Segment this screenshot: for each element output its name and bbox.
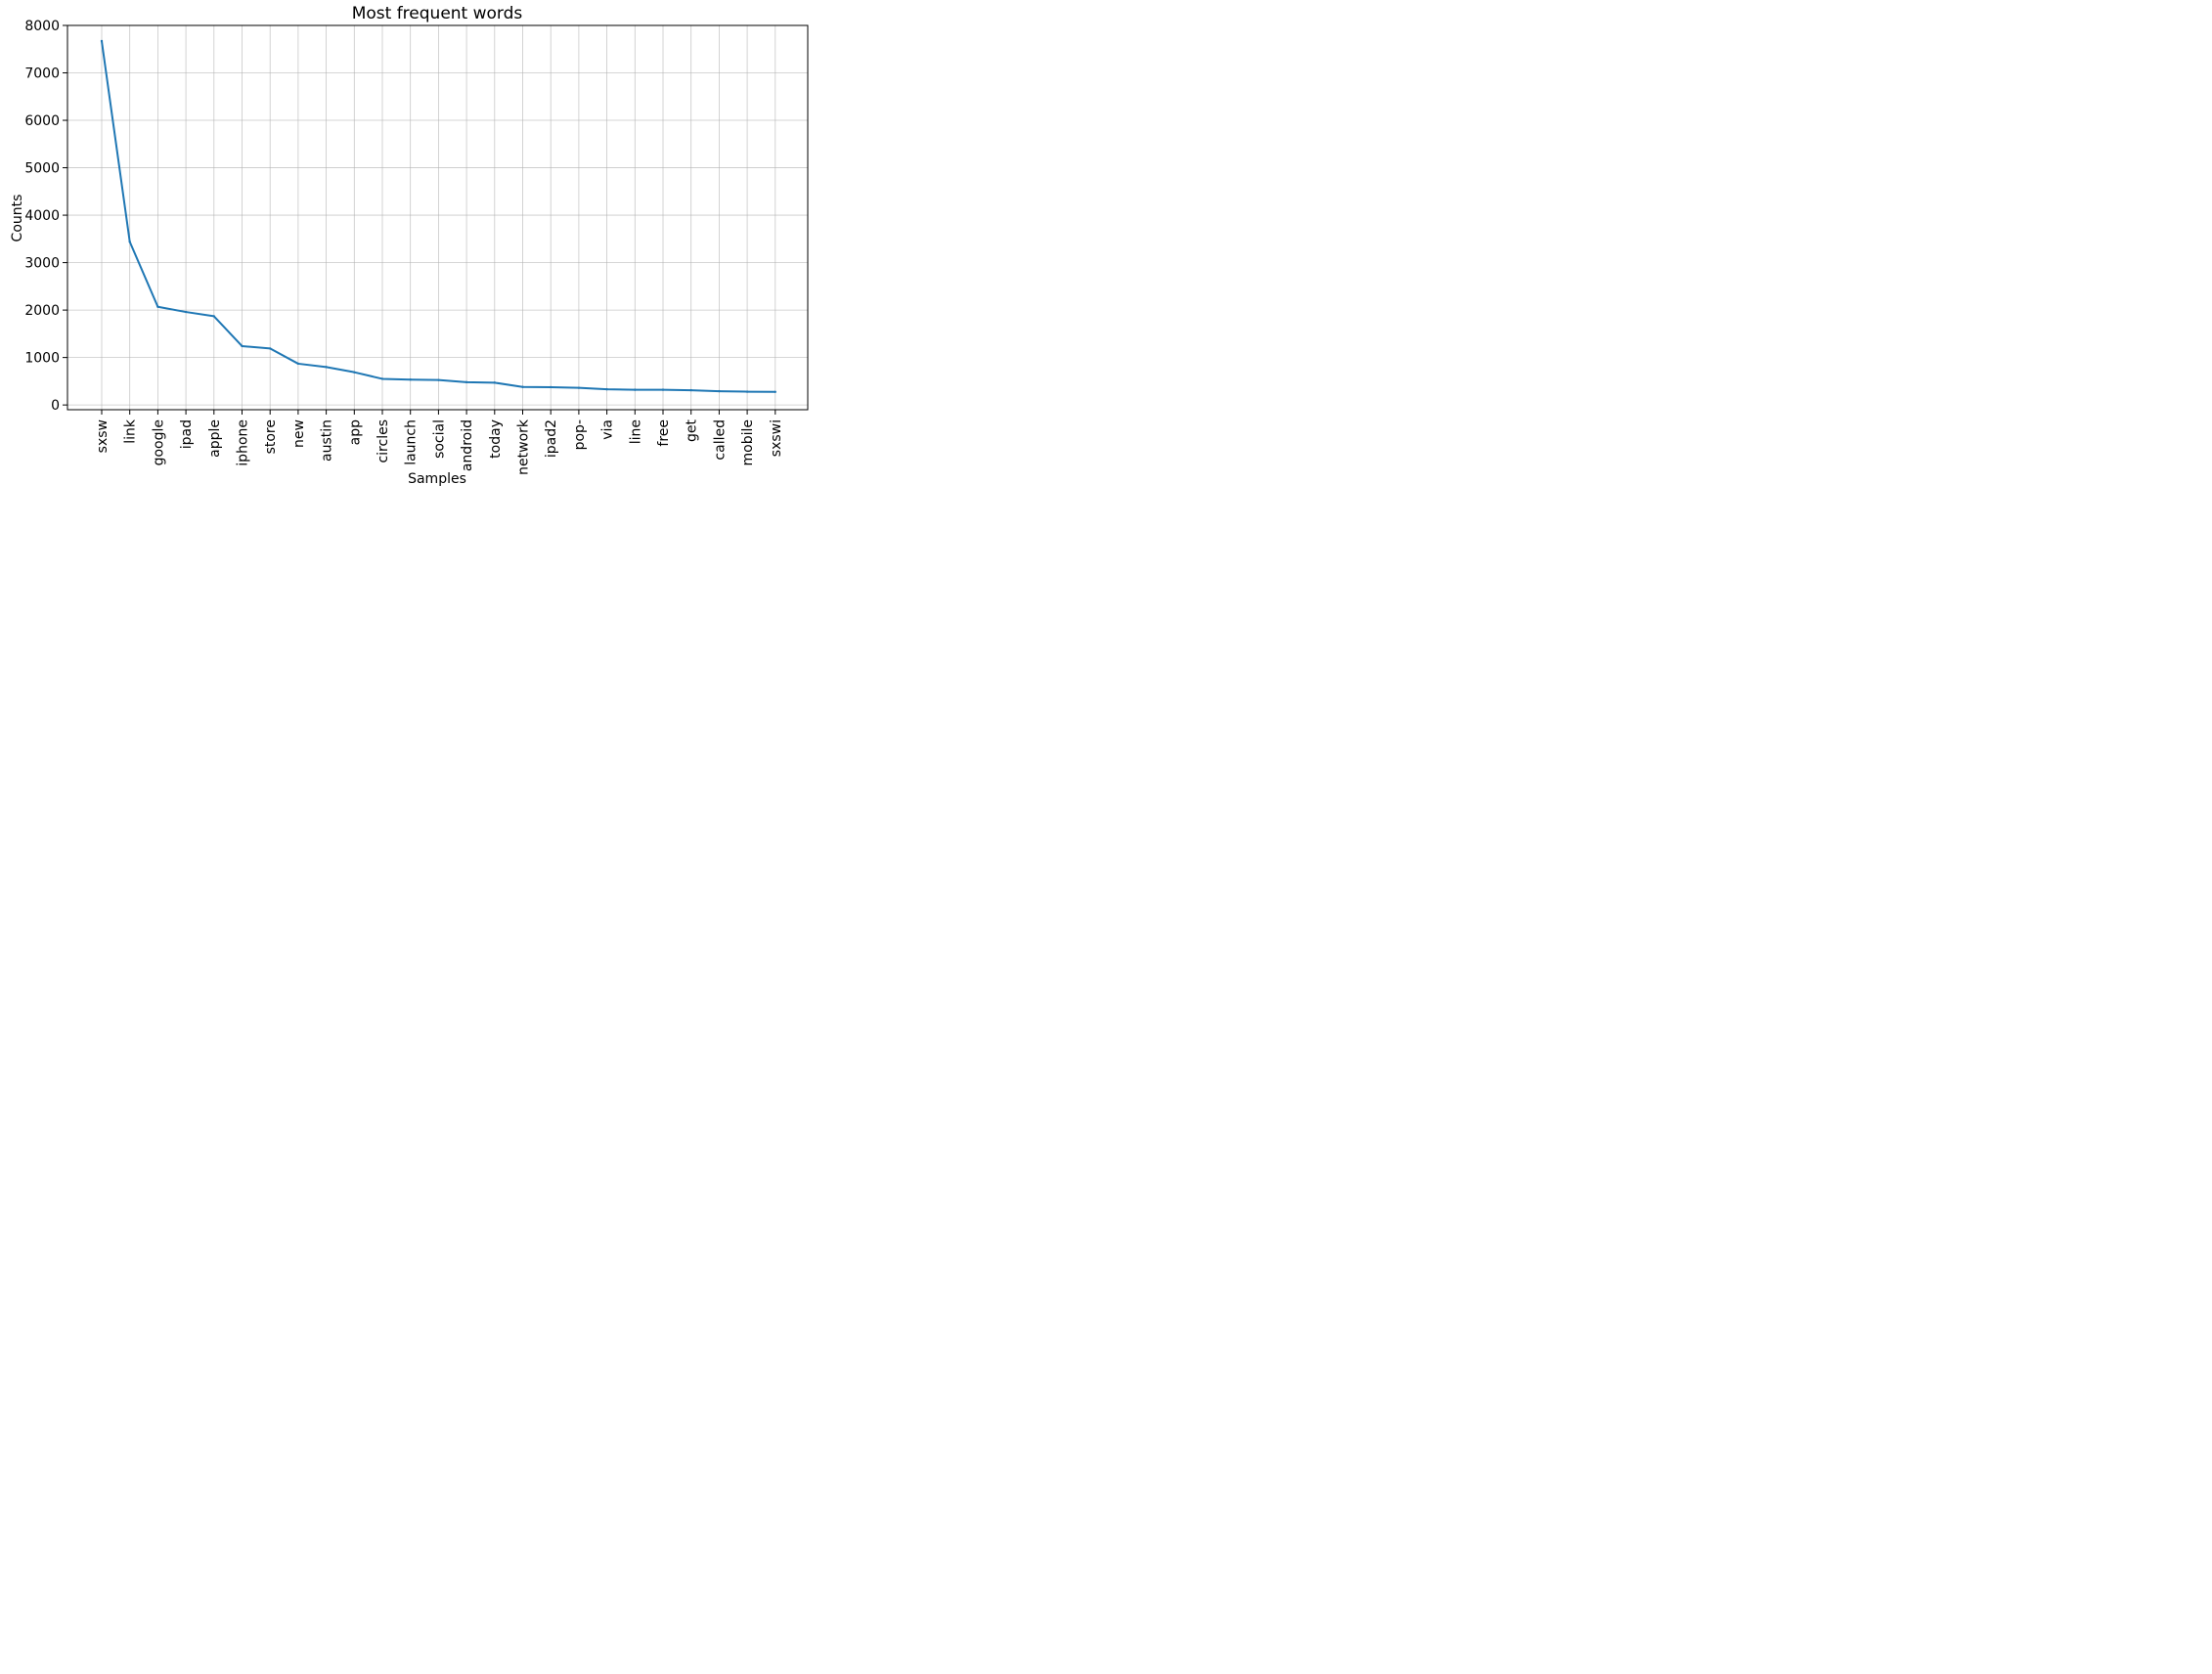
data-point xyxy=(577,386,581,389)
data-point xyxy=(493,381,496,384)
x-tick-label: circles xyxy=(376,419,391,463)
y-tick-label: 7000 xyxy=(24,66,60,82)
data-point xyxy=(212,315,215,318)
x-tick-label: launch xyxy=(404,419,420,465)
data-point xyxy=(269,347,272,350)
x-tick-label: via xyxy=(600,419,616,440)
x-tick-label: free xyxy=(656,419,672,447)
x-tick-label: sxsw xyxy=(95,419,111,453)
data-point xyxy=(380,377,384,380)
y-tick-label: 5000 xyxy=(24,161,60,177)
data-point xyxy=(184,310,188,314)
x-tick-label: today xyxy=(488,419,504,459)
x-tick-label: mobile xyxy=(740,419,756,465)
data-point xyxy=(409,377,412,381)
x-tick-label: called xyxy=(712,419,728,461)
chart-title: Most frequent words xyxy=(352,4,523,23)
data-point xyxy=(241,344,243,348)
y-tick-label: 2000 xyxy=(24,303,60,319)
grid xyxy=(67,24,808,410)
x-tick-label: social xyxy=(431,419,447,459)
x-tick-label: google xyxy=(151,419,166,465)
data-point xyxy=(521,385,524,388)
x-tick-label: ipad2 xyxy=(544,419,559,458)
data-point xyxy=(156,305,159,308)
x-tick-label: sxswi xyxy=(769,419,784,457)
plot-frame xyxy=(66,24,809,411)
x-tick-label: new xyxy=(291,419,307,448)
data-point xyxy=(718,389,721,393)
data-point xyxy=(325,366,328,369)
y-tick-label: 8000 xyxy=(24,19,60,34)
data-point xyxy=(661,388,665,391)
y-tick-label: 6000 xyxy=(24,113,60,129)
x-tick-label: link xyxy=(123,418,139,444)
series xyxy=(100,39,776,394)
data-point xyxy=(550,385,553,389)
data-point xyxy=(605,387,608,391)
y-tick-label: 3000 xyxy=(24,256,60,272)
x-tick-label: store xyxy=(263,419,279,454)
y-axis-ticks: 0 1000 2000 3000 4000 5000 6000 7000 8000 xyxy=(24,19,67,414)
x-tick-label: apple xyxy=(207,419,223,458)
data-point xyxy=(437,378,440,381)
y-tick-label: 4000 xyxy=(24,208,60,224)
x-tick-label: pop- xyxy=(572,419,588,450)
data-point xyxy=(100,39,104,43)
data-point xyxy=(465,380,468,384)
y-tick-label: 1000 xyxy=(24,351,60,367)
data-point xyxy=(353,371,356,374)
data-point xyxy=(774,390,776,394)
x-tick-label: android xyxy=(460,419,475,471)
x-tick-label: line xyxy=(628,419,643,444)
x-tick-label: network xyxy=(516,418,532,475)
x-axis-label: Samples xyxy=(408,471,466,487)
y-axis-label: Counts xyxy=(10,195,25,242)
data-point xyxy=(689,388,692,392)
x-tick-label: get xyxy=(685,419,700,443)
y-tick-label: 0 xyxy=(51,398,60,414)
x-tick-label: app xyxy=(347,419,363,445)
data-point xyxy=(296,362,300,366)
data-point xyxy=(745,390,749,393)
data-point xyxy=(634,388,637,391)
data-point xyxy=(128,241,131,243)
x-tick-label: iphone xyxy=(236,419,251,466)
x-tick-label: ipad xyxy=(179,419,195,449)
x-axis-ticks: sxsw link google ipad apple iphone store new aus… xyxy=(95,410,784,475)
x-tick-label: austin xyxy=(320,419,335,462)
